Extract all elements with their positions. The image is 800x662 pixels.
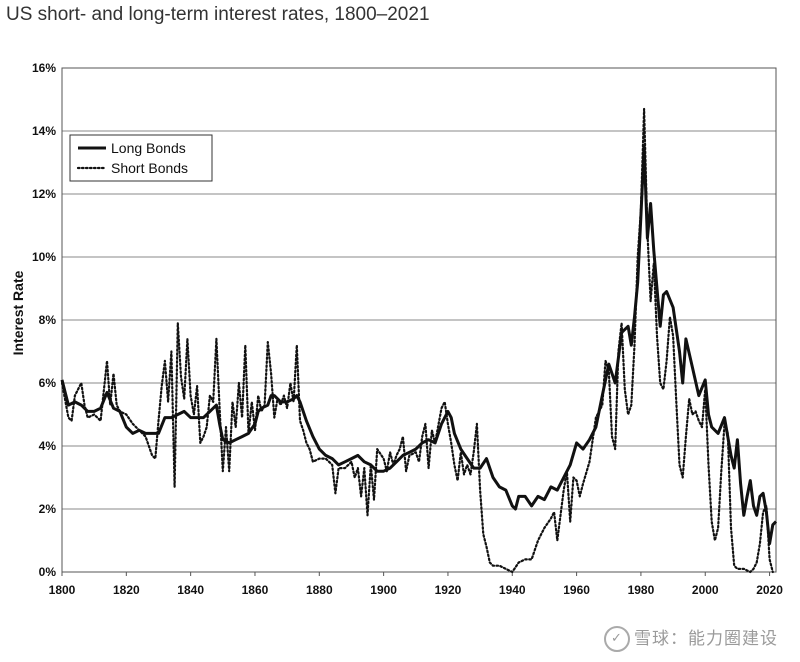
legend-label: Short Bonds: [111, 160, 188, 176]
snowball-logo-icon: ✓: [604, 626, 630, 652]
y-tick-label: 16%: [32, 61, 56, 75]
x-tick-label: 1940: [499, 583, 526, 597]
long-bonds-line: [60, 145, 778, 546]
x-tick-label: 1900: [370, 583, 397, 597]
x-tick-label: 2000: [692, 583, 719, 597]
x-tick-label: 1960: [563, 583, 590, 597]
y-tick-labels: 0% 2% 4% 6% 8% 10% 12% 14% 16%: [32, 61, 56, 579]
y-tick-label: 14%: [32, 124, 56, 138]
x-tick-label: 1920: [435, 583, 462, 597]
legend: Long Bonds Short Bonds: [69, 134, 213, 182]
x-tick-label: 1880: [306, 583, 333, 597]
x-tick-label: 1820: [113, 583, 140, 597]
plot-area-frame: [61, 67, 777, 573]
watermark-text: 雪球：能力圈建设: [634, 629, 778, 649]
y-tick-label: 0%: [39, 565, 57, 579]
x-tick-label: 1800: [49, 583, 76, 597]
series-layer: [60, 107, 778, 574]
y-tick-label: 4%: [39, 439, 57, 453]
legend-box: [69, 134, 213, 182]
x-tick-label: 1840: [177, 583, 204, 597]
legend-label: Long Bonds: [111, 140, 186, 156]
y-tick-label: 6%: [39, 376, 57, 390]
x-tick-label: 2020: [756, 583, 783, 597]
short-bonds-line: [60, 107, 774, 574]
y-tick-label: 8%: [39, 313, 57, 327]
x-tick-label: 1980: [628, 583, 655, 597]
chart-title: US short- and long-term interest rates, …: [6, 4, 430, 25]
x-tick-labels: 1800 1820 1840 1860 1880 1900 1920 1940 1960 1980…: [49, 572, 783, 597]
y-tick-label: 2%: [39, 502, 57, 516]
watermark: ✓ 雪球：能力圈建设: [604, 624, 778, 652]
y-tick-label: 12%: [32, 187, 56, 201]
x-tick-label: 1860: [242, 583, 269, 597]
y-tick-label: 10%: [32, 250, 56, 264]
